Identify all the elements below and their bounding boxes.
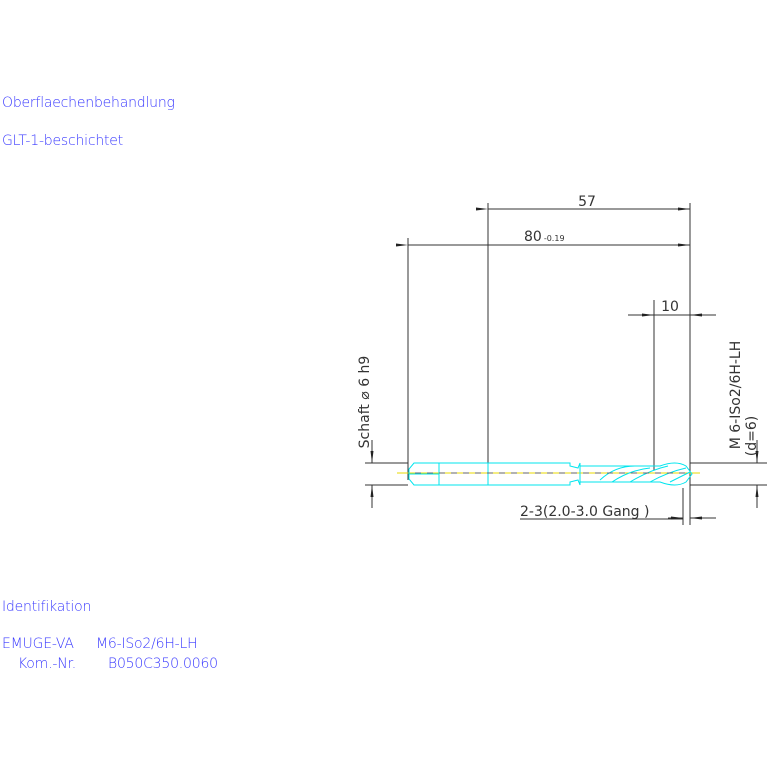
dimension-lines [365, 203, 767, 525]
shank-diameter-text: Schaft ⌀ 6 h9 [357, 356, 373, 449]
thread-d-text: (d=6) [744, 416, 760, 456]
surface-title: Oberflaechenbehandlung [2, 95, 175, 111]
tap-outline [408, 462, 693, 486]
id-line1-label: EMUGE-VA [2, 636, 74, 652]
id-line2-label: Kom.-Nr. [18, 656, 76, 672]
dim-10-text: 10 [661, 299, 679, 315]
dim-80-text: 80 -0.19 [524, 229, 565, 245]
id-line1-value: M6-ISo2/6H-LH [96, 636, 198, 652]
chamfer-text: 2-3(2.0-3.0 Gang ) [520, 504, 649, 520]
surface-value: GLT-1-beschichtet [2, 133, 124, 149]
thread-text: M 6-ISo2/6H-LH [728, 341, 744, 450]
identification-title: Identifikation [2, 599, 92, 615]
dim-57-text: 57 [578, 194, 596, 210]
id-line2-value: B050C350.0060 [108, 656, 218, 672]
